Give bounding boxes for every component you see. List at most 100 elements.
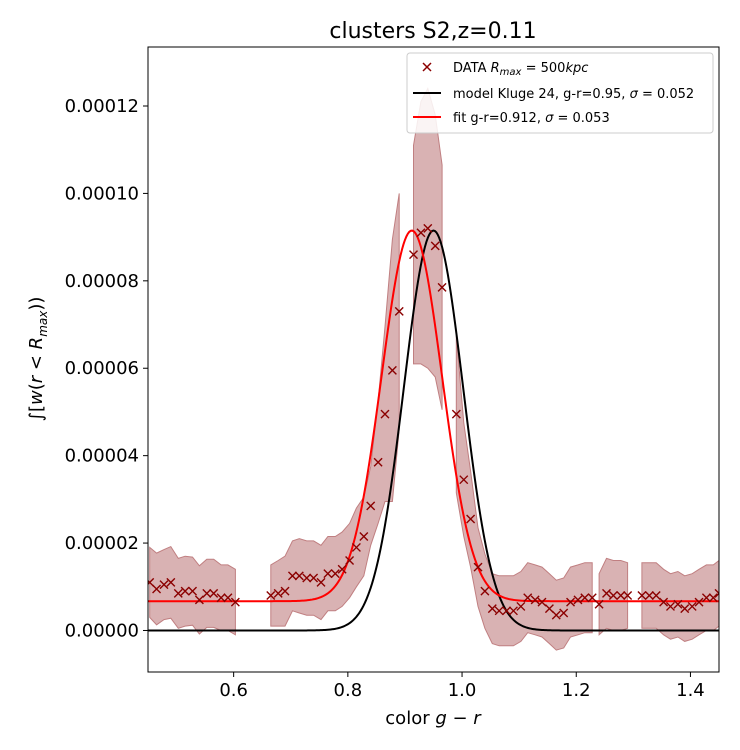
data-point [209, 588, 219, 598]
data-point [480, 586, 490, 596]
data-point [309, 573, 319, 583]
data-point [451, 409, 461, 419]
x-tick-label: 1.4 [676, 680, 705, 701]
data-point [345, 556, 355, 566]
error-bands [149, 87, 719, 651]
data-point [559, 608, 569, 618]
data-point [680, 604, 690, 614]
data-point [602, 588, 612, 598]
y-tick-label: 0.00010 [65, 183, 139, 204]
data-point [651, 591, 661, 601]
data-point [216, 593, 226, 603]
error-band [270, 193, 400, 627]
data-point [573, 595, 583, 605]
data-point [708, 593, 718, 603]
legend-label-data: DATA Rmax = 500kpc [453, 61, 588, 78]
curves [148, 229, 719, 632]
data-point [694, 597, 704, 607]
x-tick-label: 1.0 [448, 680, 477, 701]
data-point [673, 599, 683, 609]
data-point [280, 586, 290, 596]
data-point [487, 604, 497, 614]
data-point [473, 562, 483, 572]
error-band [455, 335, 593, 651]
data-point [423, 223, 433, 233]
data-point [530, 595, 540, 605]
y-tick-label: 0.00008 [65, 271, 139, 292]
data-point [459, 475, 469, 485]
data-point [544, 604, 554, 614]
data-point [587, 593, 597, 603]
y-tick-label: 0.00006 [65, 358, 139, 379]
data-point [508, 606, 518, 616]
data-point [337, 564, 347, 574]
data-markers [148, 223, 719, 620]
data-point [202, 588, 212, 598]
data-point [502, 606, 512, 616]
model-curve [148, 229, 719, 632]
data-point [623, 591, 633, 601]
data-point [430, 241, 440, 251]
data-point [714, 588, 719, 598]
data-point [148, 577, 155, 587]
x-tick-label: 0.6 [219, 680, 248, 701]
data-point [616, 591, 626, 601]
legend-label-model: model Kluge 24, g-r=0.95, σ = 0.052 [453, 87, 694, 102]
chart-title: clusters S2,z=0.11 [329, 19, 536, 44]
data-point [380, 409, 390, 419]
legend-label-fit: fit g-r=0.912, σ = 0.053 [453, 111, 610, 126]
data-point [323, 569, 333, 579]
data-point [644, 591, 654, 601]
data-point [173, 588, 183, 598]
x-tick-label: 0.8 [334, 680, 363, 701]
data-point [366, 501, 376, 511]
data-point [159, 580, 169, 590]
x-tick-label: 1.2 [562, 680, 591, 701]
data-point [180, 586, 190, 596]
data-point [287, 571, 297, 581]
y-axis-ticks: 0.00000 0.00002 0.00004 0.00006 0.00008 0.000… [65, 96, 148, 641]
data-point [416, 228, 426, 238]
data-point [409, 250, 419, 260]
data-point [566, 597, 576, 607]
data-point [437, 282, 447, 292]
data-point [359, 532, 369, 542]
data-point [523, 593, 533, 603]
data-point [537, 597, 547, 607]
data-point [494, 606, 504, 616]
y-tick-label: 0.00000 [65, 620, 139, 641]
data-point [152, 584, 162, 594]
data-point [687, 601, 697, 611]
y-tick-label: 0.00004 [65, 446, 139, 467]
data-point [637, 591, 647, 601]
data-point [188, 586, 198, 596]
data-point [351, 542, 361, 552]
data-point [302, 573, 312, 583]
data-point [594, 599, 604, 609]
plot-frame [147, 46, 720, 673]
y-tick-label: 0.00012 [65, 96, 139, 117]
x-axis-ticks: 0.6 0.8 1.0 1.2 1.4 [219, 672, 705, 701]
legend: DATA Rmax = 500kpc model Kluge 24, g-r=0… [406, 52, 714, 134]
data-point [580, 593, 590, 603]
data-point [516, 601, 526, 611]
data-point [194, 595, 204, 605]
data-point [394, 306, 404, 316]
x-axis-label: color g − r [385, 708, 482, 729]
data-point [166, 577, 176, 587]
data-point [551, 610, 561, 620]
data-point [373, 457, 383, 467]
data-point [266, 591, 276, 601]
data-point [608, 591, 618, 601]
legend-box [406, 52, 714, 134]
data-point [330, 569, 340, 579]
data-point [466, 514, 476, 524]
data-point [294, 571, 304, 581]
fit-curve [148, 229, 719, 603]
data-point [387, 365, 397, 375]
legend-marker-data [422, 62, 432, 72]
y-axis-label: ∫[w(r < Rmax)) [26, 297, 50, 422]
data-point [665, 601, 675, 611]
data-point [223, 593, 233, 603]
